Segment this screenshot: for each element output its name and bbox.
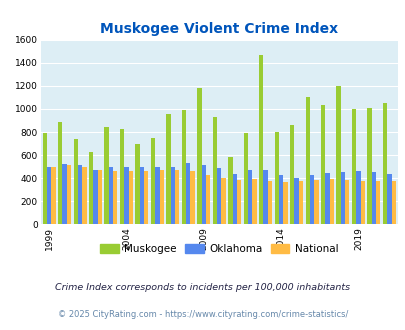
Bar — [375, 181, 379, 224]
Bar — [221, 178, 225, 224]
Bar — [89, 152, 93, 224]
Bar — [356, 171, 360, 224]
Bar — [151, 138, 155, 224]
Bar — [217, 168, 221, 224]
Bar — [175, 170, 179, 224]
Bar — [390, 181, 395, 224]
Bar — [309, 175, 313, 224]
Bar — [289, 125, 294, 224]
Bar — [267, 181, 271, 224]
Bar — [236, 180, 241, 224]
Bar — [159, 170, 164, 224]
Bar — [113, 171, 117, 224]
Bar — [144, 171, 148, 224]
Bar — [386, 174, 390, 224]
Bar — [382, 103, 386, 224]
Bar — [62, 164, 66, 224]
Bar — [135, 144, 139, 224]
Bar — [43, 133, 47, 224]
Text: Crime Index corresponds to incidents per 100,000 inhabitants: Crime Index corresponds to incidents per… — [55, 283, 350, 292]
Bar — [324, 173, 329, 224]
Bar — [128, 171, 132, 224]
Bar — [320, 106, 324, 224]
Bar — [205, 175, 210, 224]
Bar — [252, 180, 256, 224]
Bar — [294, 178, 298, 224]
Bar — [283, 182, 287, 224]
Bar — [274, 132, 278, 224]
Bar — [119, 129, 124, 224]
Bar — [371, 172, 375, 224]
Bar — [243, 133, 247, 224]
Bar — [258, 54, 263, 224]
Bar — [98, 170, 102, 224]
Bar — [155, 167, 159, 224]
Bar — [185, 163, 190, 224]
Bar — [104, 127, 109, 224]
Bar — [351, 109, 356, 224]
Bar — [278, 175, 283, 224]
Bar — [58, 122, 62, 224]
Bar — [201, 166, 205, 224]
Bar — [313, 180, 318, 224]
Bar — [298, 181, 302, 224]
Bar — [305, 97, 309, 224]
Text: © 2025 CityRating.com - https://www.cityrating.com/crime-statistics/: © 2025 CityRating.com - https://www.city… — [58, 310, 347, 319]
Bar — [197, 88, 201, 224]
Bar — [212, 117, 217, 224]
Bar — [344, 180, 349, 224]
Bar — [139, 167, 144, 224]
Bar — [329, 179, 333, 224]
Bar — [190, 171, 194, 224]
Bar — [78, 166, 82, 224]
Bar — [82, 167, 86, 224]
Bar — [367, 108, 371, 224]
Bar — [228, 157, 232, 224]
Bar — [340, 172, 344, 224]
Legend: Muskogee, Oklahoma, National: Muskogee, Oklahoma, National — [96, 240, 341, 258]
Bar — [263, 170, 267, 224]
Bar — [93, 170, 98, 224]
Bar — [47, 167, 51, 224]
Bar — [124, 167, 128, 224]
Bar — [336, 86, 340, 224]
Title: Muskogee Violent Crime Index: Muskogee Violent Crime Index — [100, 22, 337, 36]
Bar — [66, 166, 71, 224]
Bar — [170, 167, 175, 224]
Bar — [360, 181, 364, 224]
Bar — [232, 174, 236, 224]
Bar — [181, 110, 185, 224]
Bar — [166, 114, 170, 224]
Bar — [51, 167, 55, 224]
Bar — [109, 167, 113, 224]
Bar — [73, 139, 78, 224]
Bar — [247, 170, 252, 224]
